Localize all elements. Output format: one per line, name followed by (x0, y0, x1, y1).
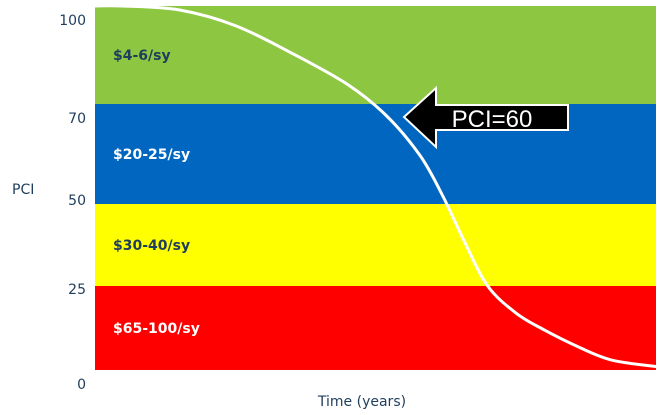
callout-text: PCI=60 (452, 106, 533, 133)
y-axis-label: PCI (12, 182, 34, 198)
callout-arrow (402, 85, 569, 150)
band-label-0: $4-6/sy (113, 48, 171, 64)
y-tick-label: 100 (59, 13, 86, 29)
x-axis-label: Time (years) (317, 394, 406, 410)
pci-callout: PCI=60 (402, 85, 569, 150)
cost-bands (95, 6, 656, 370)
y-tick-label: 70 (68, 111, 86, 127)
y-tick-label: 50 (68, 193, 86, 209)
band-2 (95, 204, 656, 286)
band-label-2: $30-40/sy (113, 238, 190, 254)
band-label-3: $65-100/sy (113, 321, 200, 337)
y-tick-label: 0 (77, 377, 86, 393)
band-label-1: $20-25/sy (113, 147, 190, 163)
y-tick-label: 25 (68, 282, 86, 298)
pci-deterioration-curve (93, 4, 658, 369)
y-axis-ticks: 100 70 50 25 0 (59, 13, 86, 393)
band-0 (95, 6, 656, 104)
band-labels: $4-6/sy $20-25/sy $30-40/sy $65-100/sy (113, 48, 200, 337)
band-3 (95, 286, 656, 370)
